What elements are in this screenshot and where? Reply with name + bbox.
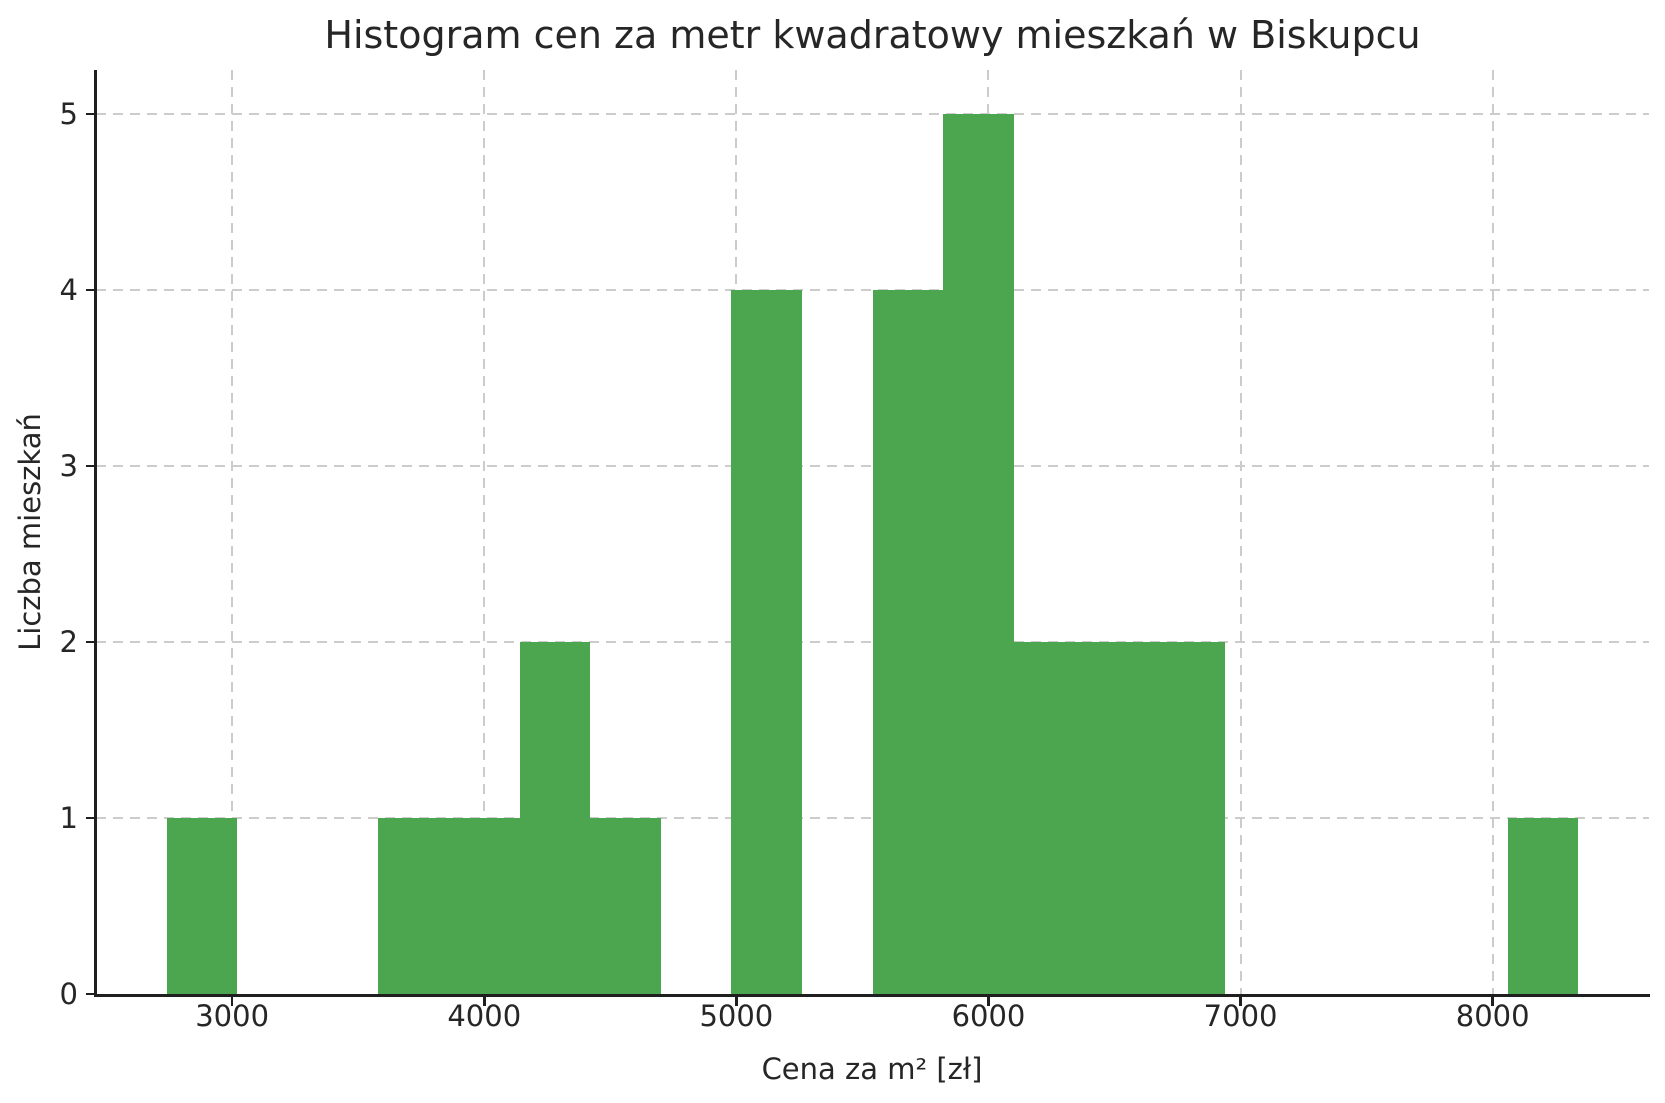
x-tick-label: 4000 xyxy=(447,999,522,1033)
x-tick xyxy=(735,996,738,1006)
vertical-gridline xyxy=(1239,70,1242,994)
histogram-bar xyxy=(519,642,591,994)
x-tick-label: 3000 xyxy=(195,999,270,1033)
histogram-bar xyxy=(731,290,802,994)
vertical-gridline xyxy=(231,70,234,994)
vertical-gridline xyxy=(1491,70,1494,994)
y-tick-label: 2 xyxy=(59,625,78,659)
histogram-bar xyxy=(1084,642,1155,994)
histogram-bar xyxy=(1013,642,1085,994)
horizontal-gridline xyxy=(96,113,1649,115)
y-tick xyxy=(86,112,95,116)
chart-title: Histogram cen za metr kwadratowy mieszka… xyxy=(324,13,1421,57)
x-tick xyxy=(987,996,990,1006)
y-tick-label: 3 xyxy=(59,449,78,483)
histogram-bar xyxy=(448,818,520,994)
x-axis-spine xyxy=(94,994,1650,997)
y-tick xyxy=(86,816,95,820)
vertical-gridline xyxy=(483,70,486,994)
y-tick xyxy=(86,288,95,292)
x-tick xyxy=(483,996,486,1006)
x-tick xyxy=(1239,996,1242,1006)
y-tick xyxy=(86,992,95,996)
y-tick-label: 0 xyxy=(59,977,78,1011)
y-axis-spine xyxy=(94,70,97,996)
x-tick xyxy=(230,996,234,1006)
plot-area xyxy=(96,70,1649,994)
histogram-bar xyxy=(872,290,944,994)
y-tick xyxy=(86,464,95,468)
x-tick-label: 5000 xyxy=(699,999,774,1033)
y-tick-label: 4 xyxy=(59,273,78,307)
histogram-bar xyxy=(943,114,1014,994)
histogram-bar xyxy=(1507,818,1579,994)
y-tick xyxy=(86,640,95,644)
y-tick-label: 1 xyxy=(59,801,78,835)
histogram-bar xyxy=(1154,642,1226,994)
y-tick-label: 5 xyxy=(59,97,78,131)
histogram-bar xyxy=(590,818,661,994)
x-tick-label: 7000 xyxy=(1203,999,1278,1033)
x-tick-label: 6000 xyxy=(951,999,1026,1033)
x-tick-label: 8000 xyxy=(1455,999,1530,1033)
histogram-bar xyxy=(378,818,449,994)
x-axis-label: Cena za m² [zł] xyxy=(761,1052,983,1086)
x-tick xyxy=(1491,996,1494,1006)
histogram-bar xyxy=(166,818,238,994)
